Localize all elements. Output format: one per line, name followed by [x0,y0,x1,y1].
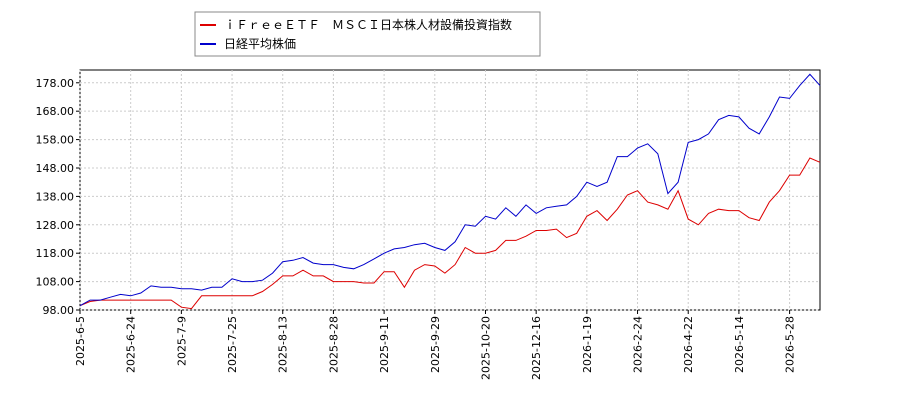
y-tick-label: 178.00 [36,77,75,90]
x-tick-label: 2025-8-13 [277,316,290,373]
x-tick-label: 2025-12-16 [530,316,543,380]
y-tick-label: 128.00 [36,219,75,232]
x-tick-label: 2026-1-19 [581,316,594,373]
y-tick-label: 118.00 [36,247,75,260]
x-tick-label: 2026-2-24 [632,316,645,373]
x-tick-label: 2025-7-9 [175,316,188,366]
x-tick-label: 2025-9-11 [378,316,391,373]
legend-label: ｉＦｒｅｅＥＴＦ ＭＳＣＩ日本株人材設備投資指数 [224,17,512,32]
x-tick-label: 2025-8-28 [327,316,340,373]
x-tick-label: 2026-4-22 [682,316,695,373]
legend [194,11,541,57]
y-tick-label: 108.00 [36,276,75,289]
y-tick-label: 168.00 [36,105,75,118]
x-tick-label: 2025-9-29 [429,316,442,373]
legend-label: 日経平均株価 [224,36,296,51]
x-tick-label: 2025-7-25 [226,316,239,373]
y-tick-label: 158.00 [36,134,75,147]
x-tick-label: 2025-6-5 [74,316,87,366]
series-line [79,73,821,307]
x-tick-label: 2025-10-20 [479,316,492,380]
y-tick-label: 138.00 [36,190,75,203]
series-line [79,157,821,310]
x-tick-label: 2025-6-24 [125,316,138,373]
x-tick-label: 2026-5-28 [784,316,797,373]
plot-area [79,69,821,311]
x-tick-label: 2026-5-14 [733,316,746,373]
y-tick-label: 98.00 [43,304,75,317]
y-tick-label: 148.00 [36,162,75,175]
